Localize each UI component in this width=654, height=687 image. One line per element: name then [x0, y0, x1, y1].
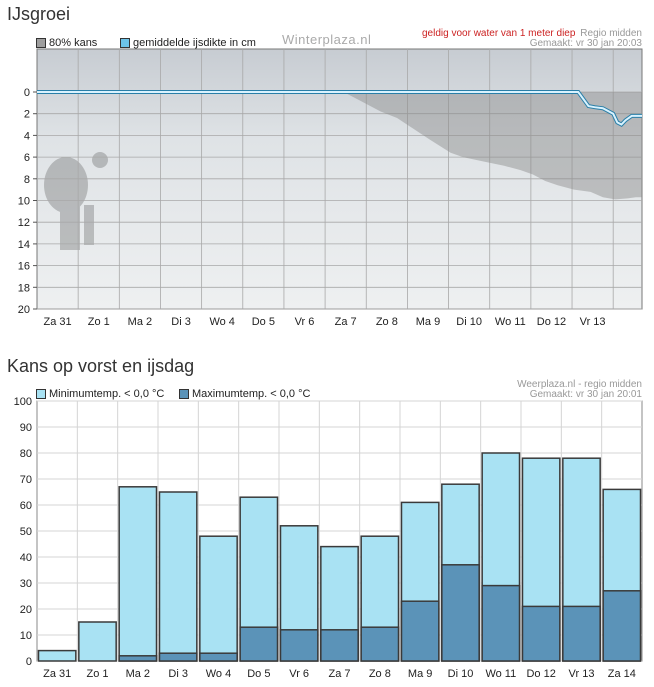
silhouette-body [44, 157, 88, 213]
chart1-note: geldig voor water van 1 meter diep [422, 28, 576, 39]
legend-swatch-band [36, 38, 46, 48]
chart2-ytick-label: 40 [20, 552, 32, 564]
chart1-ytick-label: 18 [18, 282, 30, 294]
chart2-ytick-label: 10 [20, 630, 32, 642]
mean-ice-line-inner [37, 91, 642, 126]
chart1-ytick-label: 12 [18, 217, 30, 229]
legend-label-line: gemiddelde ijsdikte in cm [133, 37, 256, 49]
legend-label-min: Minimumtemp. < 0,0 °C [49, 388, 165, 400]
chart2-xtick-label: Vr 13 [569, 668, 595, 680]
chart2-xtick-label: Zo 8 [369, 668, 391, 680]
chart2-xtick-label: Ma 2 [126, 668, 150, 680]
bar-max-temp [521, 605, 561, 662]
chart1-title: IJsgroei [7, 4, 71, 24]
chart2-xtick-label: Zo 1 [86, 668, 108, 680]
legend-swatch-line [120, 38, 130, 48]
chart2-legend-max: Maximumtemp. < 0,0 °C [179, 388, 310, 400]
chart1-watermark: Winterplaza.nl [282, 32, 372, 47]
bar-min-temp [199, 535, 238, 662]
chart2-xtick-label: Za 7 [328, 668, 350, 680]
bar-max-temp [118, 655, 158, 662]
legend-swatch-min [36, 389, 46, 399]
chart2-title: Kans op vorst en ijsdag [7, 356, 195, 376]
chart1-ytick-label: 10 [18, 196, 30, 208]
chart2-xtick-label: Di 10 [448, 668, 474, 680]
chart2-xtick-label: Za 14 [608, 668, 636, 680]
bar-max-temp [279, 629, 319, 662]
bar-max-temp [441, 564, 480, 662]
chart1-region: Regio midden [580, 28, 642, 39]
silhouette-leg [60, 200, 80, 250]
legend-swatch-max [179, 389, 189, 399]
bar-min-temp [118, 486, 158, 662]
chart2-ytick-label: 70 [20, 474, 32, 486]
legend-label-max: Maximumtemp. < 0,0 °C [192, 388, 311, 400]
chart1-legend-band: 80% kans [36, 37, 97, 49]
chart1-xtick-label: Zo 1 [88, 316, 110, 328]
chart2-ytick-label: 90 [20, 422, 32, 434]
chart1-ytick-label: 16 [18, 261, 30, 273]
chart2-xtick-label: Do 5 [247, 668, 270, 680]
chart2-xtick-label: Za 31 [43, 668, 71, 680]
bar-max-temp [360, 626, 400, 662]
bar-min-temp [78, 621, 117, 662]
chart1-ytick-label: 0 [24, 87, 30, 99]
chart1-xtick-label: Za 31 [44, 316, 72, 328]
chart2-made: Gemaakt: vr 30 jan 20:01 [529, 389, 642, 400]
bar-max-temp [562, 605, 601, 662]
chart1-xtick-label: Vr 6 [295, 316, 315, 328]
chart1-legend-line: gemiddelde ijsdikte in cm [120, 37, 256, 49]
chart1-xtick-label: Do 12 [537, 316, 566, 328]
chart1-xtick-label: Vr 13 [580, 316, 606, 328]
chart2-legend-min: Minimumtemp. < 0,0 °C [36, 388, 164, 400]
chart1-xtick-label: Wo 4 [209, 316, 234, 328]
chart2-xtick-label: Ma 9 [408, 668, 432, 680]
bar-max-temp [199, 652, 238, 662]
chart1-xtick-label: Ma 2 [128, 316, 152, 328]
chart1-ytick-label: 14 [18, 239, 30, 251]
bar-max-temp [158, 652, 198, 662]
chart1-xtick-label: Do 5 [252, 316, 275, 328]
legend-label-band: 80% kans [49, 37, 98, 49]
bar-min-temp [158, 491, 198, 662]
bar-min-temp [37, 649, 77, 662]
chart1-ytick-label: 20 [18, 304, 30, 316]
silhouette-head [92, 152, 108, 168]
chart1-made: Gemaakt: vr 30 jan 20:03 [529, 38, 642, 49]
chart2-ytick-label: 0 [26, 656, 32, 668]
chart1-ytick-label: 6 [24, 152, 30, 164]
chart2-xtick-label: Wo 11 [485, 668, 516, 680]
chart2-xtick-label: Wo 4 [206, 668, 231, 680]
chart2-ytick-label: 60 [20, 500, 32, 512]
chart2-ytick-label: 50 [20, 526, 32, 538]
bar-max-temp [481, 584, 521, 662]
chart2-xtick-label: Vr 6 [289, 668, 309, 680]
bar-max-temp [239, 626, 279, 662]
bar-max-temp [320, 629, 359, 662]
chart2-ytick-label: 30 [20, 578, 32, 590]
chart2-ytick-label: 80 [20, 448, 32, 460]
chart2-source: Weerplaza.nl - regio midden [517, 379, 642, 390]
chart2-ytick-label: 20 [20, 604, 32, 616]
chart1-xtick-label: Ma 9 [416, 316, 440, 328]
chart1-xtick-label: Wo 11 [495, 316, 526, 328]
chance-80-band [343, 92, 642, 200]
chart1-ytick-label: 8 [24, 174, 30, 186]
chart1-ytick-label: 4 [24, 130, 30, 142]
silhouette-leg [84, 205, 94, 245]
chart1-xtick-label: Di 10 [456, 316, 482, 328]
bar-max-temp [602, 590, 642, 662]
chart2-xtick-label: Do 12 [526, 668, 555, 680]
chart1-xtick-label: Di 3 [171, 316, 191, 328]
bar-max-temp [400, 600, 440, 662]
chart1-xtick-label: Za 7 [335, 316, 357, 328]
chart2-ytick-label: 100 [14, 396, 32, 408]
skater-silhouette [44, 152, 108, 250]
chart1-ytick-label: 2 [24, 109, 30, 121]
chart1-xtick-label: Zo 8 [376, 316, 398, 328]
chart2-xtick-label: Di 3 [168, 668, 188, 680]
ice-growth-chart: 0 2 4 6 8 10 12 14 16 18 20 Za 31 Zo 1 Ma 2 Di 3 Wo 4 Do… [18, 48, 643, 328]
